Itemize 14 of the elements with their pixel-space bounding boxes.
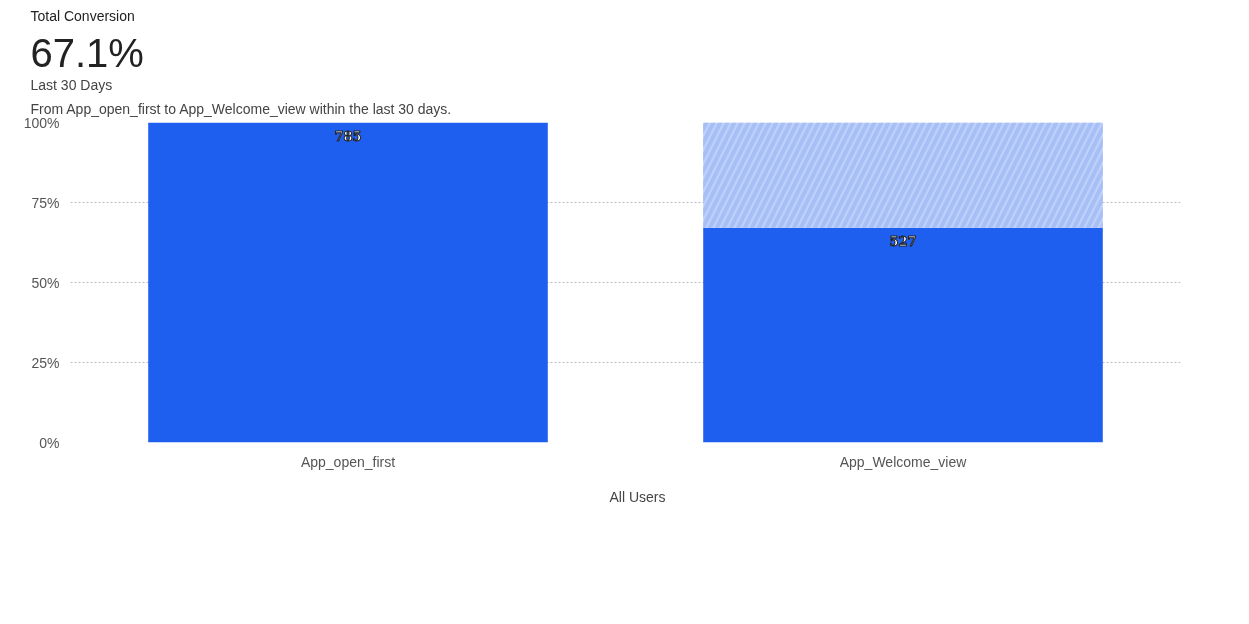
text: All Users	[609, 489, 666, 505]
chart-title: Total Conversion	[30, 7, 135, 24]
text: Last 30 Days	[30, 76, 113, 93]
x-tick-label: App_open_first	[300, 453, 396, 470]
text: From App_open_first to App_Welcome_view within the last 30 days.	[30, 100, 452, 117]
y-tick-label: 100%	[23, 114, 60, 131]
y-tick-label: 75%	[31, 194, 60, 211]
annotation: 785	[334, 128, 362, 144]
y-tick-label: 0%	[39, 434, 60, 451]
y-tick-label: 25%	[31, 354, 60, 371]
x-tick-label: App_Welcome_view	[839, 453, 968, 470]
annotation: 527	[889, 233, 917, 249]
text: 67.1%	[30, 30, 144, 75]
y-tick-label: 50%	[31, 274, 60, 291]
